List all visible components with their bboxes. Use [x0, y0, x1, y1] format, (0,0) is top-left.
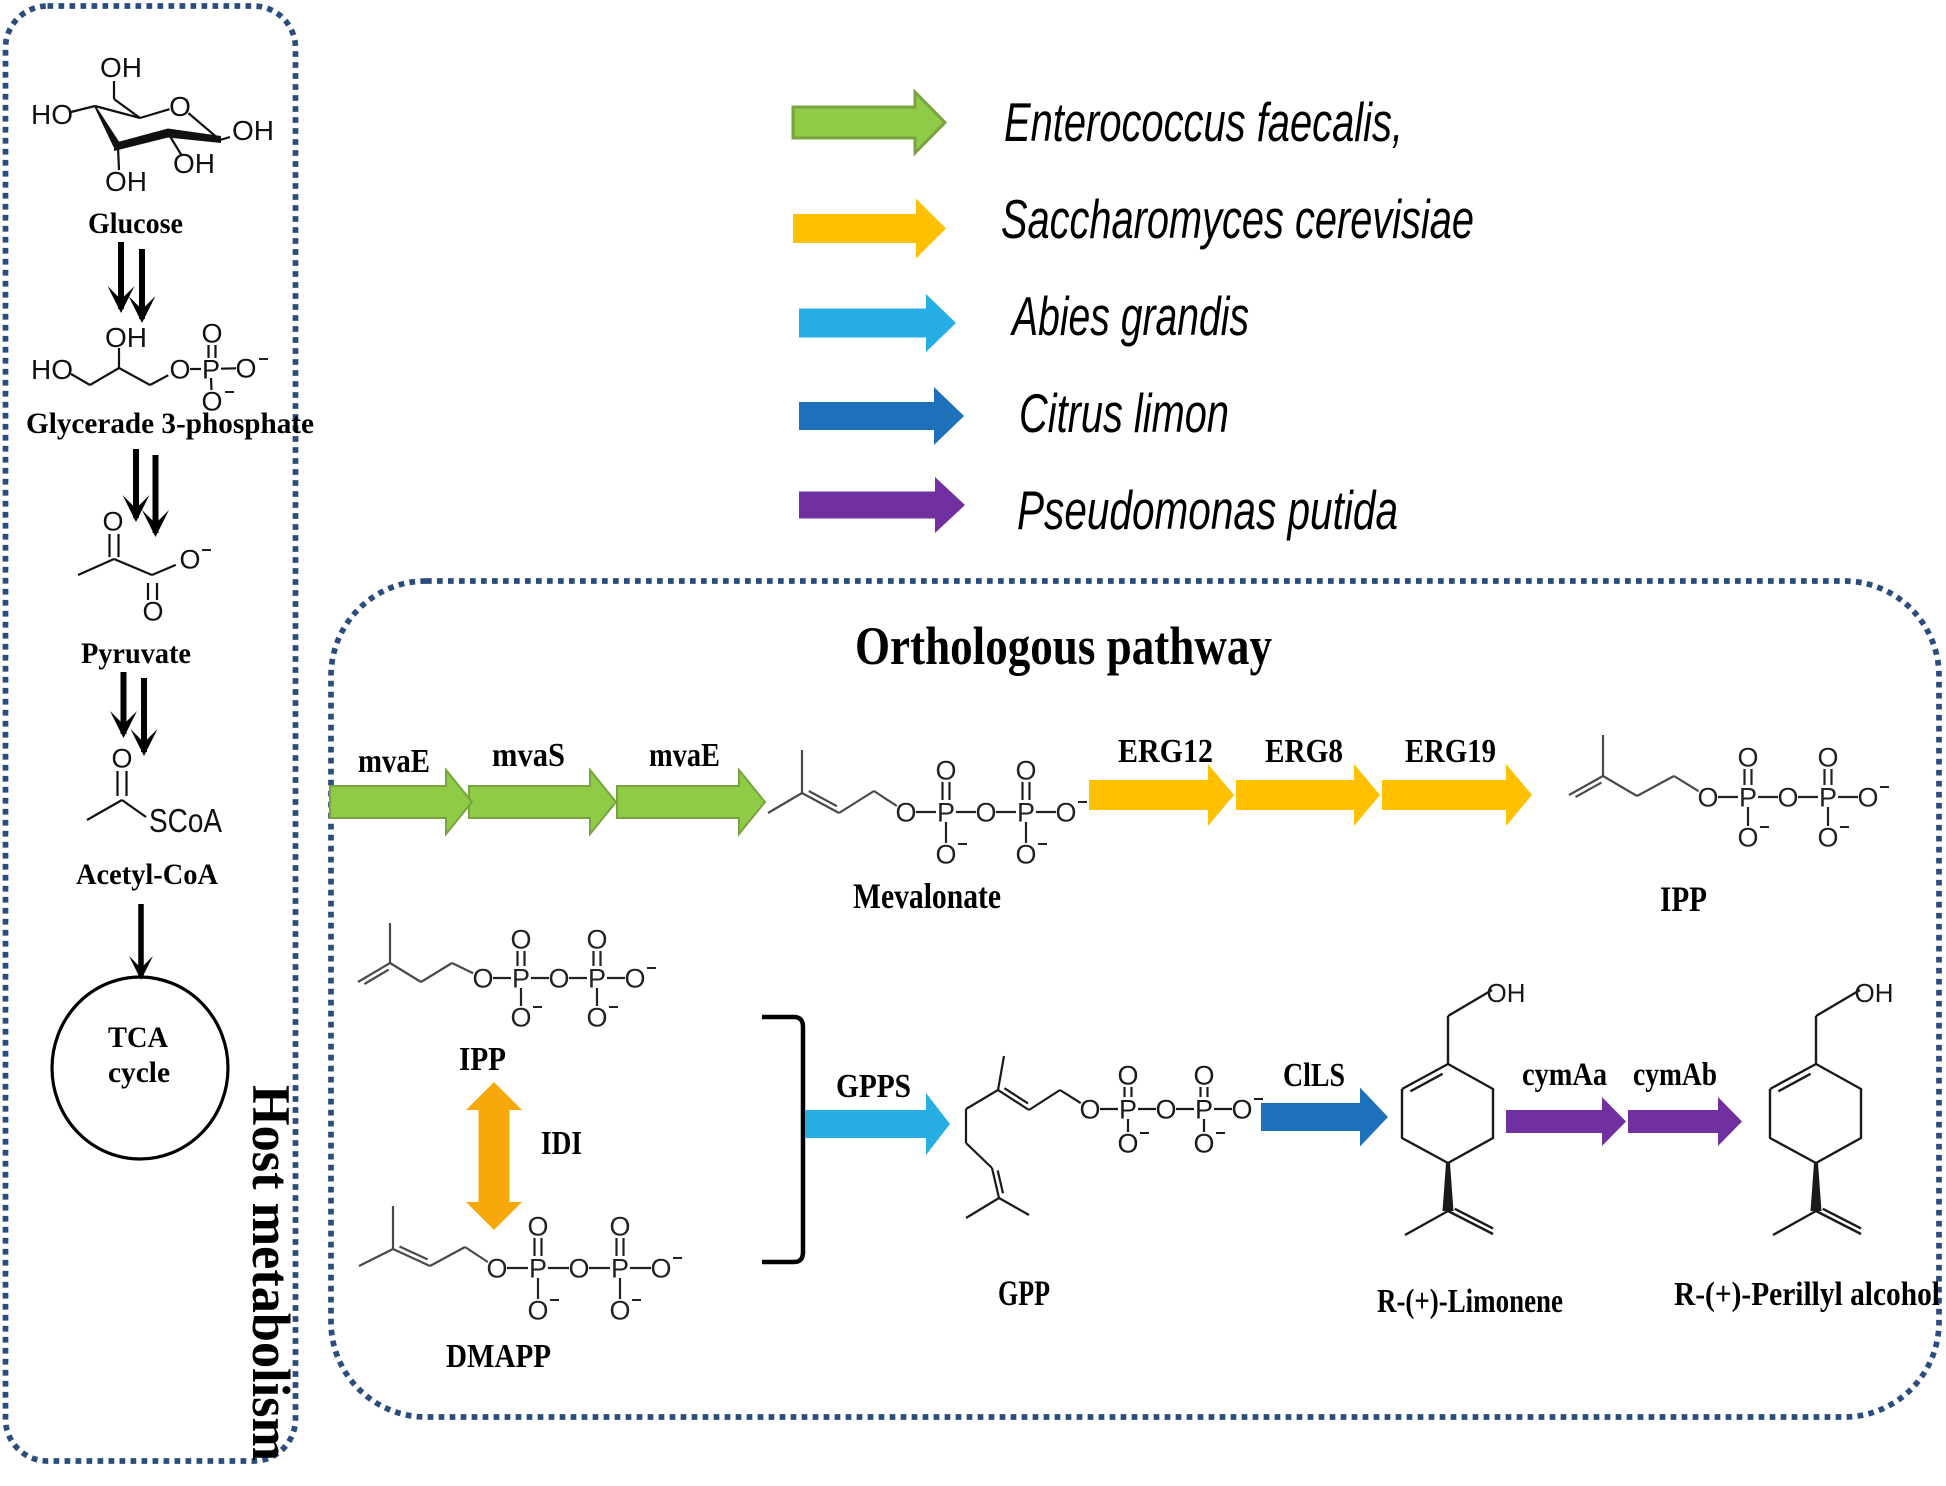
svg-text:O: O — [1117, 1129, 1138, 1159]
svg-text:Abies grandis: Abies grandis — [1010, 285, 1249, 347]
svg-text:O: O — [235, 353, 256, 383]
svg-text:O: O — [510, 925, 531, 955]
svg-text:O: O — [1079, 1095, 1100, 1125]
svg-text:O: O — [142, 597, 163, 627]
svg-text:O: O — [527, 1296, 548, 1326]
svg-text:Host metabolism: Host metabolism — [241, 1085, 301, 1461]
svg-text:O: O — [1055, 798, 1076, 828]
svg-text:GPPS: GPPS — [836, 1068, 911, 1105]
svg-text:Pyruvate: Pyruvate — [81, 637, 191, 670]
svg-text:Saccharomyces cerevisiae: Saccharomyces cerevisiae — [1001, 188, 1474, 250]
svg-text:cymAb: cymAb — [1633, 1057, 1717, 1093]
svg-text:P: P — [1819, 783, 1837, 813]
svg-text:HO: HO — [31, 99, 73, 130]
svg-text:P: P — [588, 964, 606, 994]
svg-text:O: O — [609, 1296, 630, 1326]
svg-text:O: O — [527, 1212, 548, 1242]
svg-text:IDI: IDI — [541, 1125, 582, 1162]
svg-text:Orthologous pathway: Orthologous pathway — [855, 616, 1272, 676]
svg-text:OH: OH — [100, 52, 142, 83]
svg-text:Citrus limon: Citrus limon — [1019, 382, 1229, 444]
svg-text:P: P — [202, 354, 220, 384]
svg-text:DMAPP: DMAPP — [446, 1338, 551, 1375]
svg-text:O: O — [201, 386, 222, 416]
svg-text:Glucose: Glucose — [88, 207, 183, 240]
svg-text:ERG12: ERG12 — [1118, 733, 1213, 770]
svg-text:mvaS: mvaS — [492, 737, 565, 774]
svg-text:mvaE: mvaE — [649, 737, 720, 774]
svg-text:O: O — [1193, 1061, 1214, 1091]
svg-text:O: O — [169, 354, 190, 384]
svg-text:O: O — [179, 545, 200, 575]
svg-text:O: O — [1737, 823, 1758, 853]
svg-text:O: O — [1117, 1061, 1138, 1091]
svg-text:cycle: cycle — [108, 1056, 170, 1089]
svg-text:O: O — [586, 925, 607, 955]
svg-text:OH: OH — [1855, 978, 1894, 1008]
svg-text:O: O — [1817, 823, 1838, 853]
svg-text:Enterococcus faecalis,: Enterococcus faecalis, — [1004, 91, 1403, 153]
svg-text:O: O — [1015, 756, 1036, 786]
svg-text:Acetyl-CoA: Acetyl-CoA — [76, 858, 218, 891]
svg-text:Glycerade 3-phosphate: Glycerade 3-phosphate — [26, 407, 314, 440]
svg-text:P: P — [529, 1254, 547, 1284]
svg-text:O: O — [1817, 743, 1838, 773]
svg-text:Pseudomonas putida: Pseudomonas putida — [1017, 479, 1398, 541]
svg-text:O: O — [1015, 840, 1036, 870]
svg-text:R-(+)-Perillyl alcohol: R-(+)-Perillyl alcohol — [1674, 1276, 1940, 1313]
svg-text:OH: OH — [232, 115, 274, 146]
svg-text:P: P — [1017, 798, 1035, 828]
svg-text:GPP: GPP — [998, 1273, 1050, 1313]
svg-text:HO: HO — [31, 354, 73, 385]
svg-text:TCA: TCA — [108, 1021, 168, 1054]
svg-text:O: O — [935, 756, 956, 786]
svg-text:IPP: IPP — [1660, 879, 1707, 919]
svg-text:O: O — [510, 1003, 531, 1033]
svg-text:Mevalonate: Mevalonate — [853, 876, 1001, 916]
svg-text:O: O — [111, 744, 132, 774]
svg-text:O: O — [548, 964, 569, 994]
svg-text:P: P — [937, 798, 955, 828]
svg-text:O: O — [568, 1254, 589, 1284]
svg-text:O: O — [201, 318, 222, 348]
svg-text:P: P — [512, 964, 530, 994]
svg-text:SCoA: SCoA — [149, 802, 222, 839]
svg-text:ERG8: ERG8 — [1265, 733, 1343, 770]
svg-text:O: O — [586, 1003, 607, 1033]
svg-text:O: O — [1155, 1095, 1176, 1125]
svg-text:O: O — [624, 964, 645, 994]
svg-text:O: O — [169, 91, 191, 122]
svg-text:O: O — [975, 798, 996, 828]
svg-text:O: O — [650, 1254, 671, 1284]
svg-text:OH: OH — [173, 148, 215, 179]
svg-text:ERG19: ERG19 — [1405, 733, 1496, 770]
svg-text:O: O — [1737, 743, 1758, 773]
svg-text:O: O — [1193, 1129, 1214, 1159]
svg-text:O: O — [472, 964, 493, 994]
svg-text:P: P — [1119, 1095, 1137, 1125]
svg-text:O: O — [1231, 1095, 1252, 1125]
svg-text:O: O — [102, 507, 123, 537]
svg-text:O: O — [1777, 783, 1798, 813]
svg-text:cymAa: cymAa — [1522, 1057, 1607, 1093]
svg-text:ClLS: ClLS — [1283, 1057, 1345, 1094]
svg-text:O: O — [895, 798, 916, 828]
svg-text:O: O — [1857, 783, 1878, 813]
svg-text:P: P — [611, 1254, 629, 1284]
svg-text:OH: OH — [105, 166, 147, 197]
svg-text:OH: OH — [1487, 978, 1526, 1008]
svg-text:P: P — [1739, 783, 1757, 813]
svg-text:O: O — [1697, 783, 1718, 813]
svg-text:P: P — [1195, 1095, 1213, 1125]
svg-text:O: O — [486, 1254, 507, 1284]
svg-text:O: O — [935, 840, 956, 870]
svg-text:IPP: IPP — [459, 1041, 506, 1078]
svg-text:mvaE: mvaE — [358, 743, 430, 780]
svg-text:R-(+)-Limonene: R-(+)-Limonene — [1377, 1283, 1563, 1320]
svg-text:OH: OH — [105, 322, 147, 353]
svg-text:O: O — [609, 1212, 630, 1242]
